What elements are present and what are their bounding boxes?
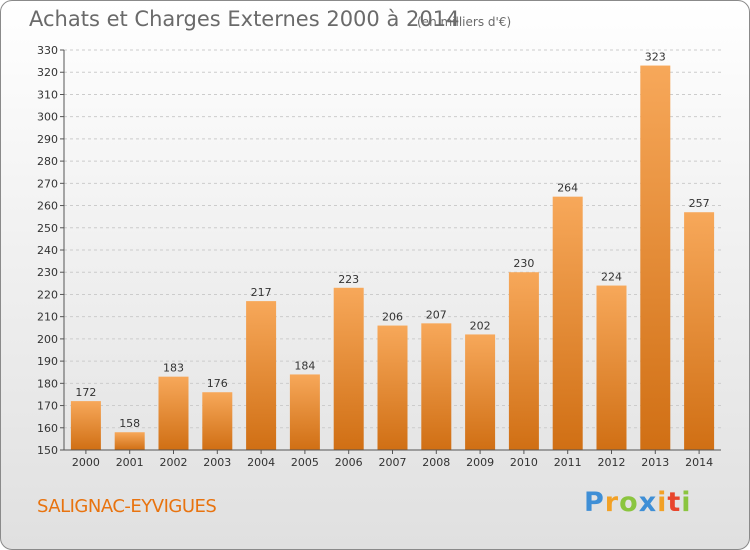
bar-2011 bbox=[552, 196, 583, 450]
x-tick-label: 2014 bbox=[685, 456, 713, 469]
bar-2007 bbox=[377, 325, 408, 450]
x-tick-label: 2000 bbox=[72, 456, 100, 469]
x-tick-label: 2005 bbox=[291, 456, 319, 469]
bar-2004 bbox=[246, 301, 277, 450]
x-tick-label: 2013 bbox=[641, 456, 669, 469]
bar-2009 bbox=[465, 334, 496, 450]
y-tick-label: 150 bbox=[37, 444, 58, 457]
bar-2010 bbox=[508, 272, 539, 450]
data-label-2000: 172 bbox=[75, 386, 96, 399]
x-axis-ticks: 2000 2001 2002 2003 2004 2005 2006 2007 2008 2009… bbox=[72, 450, 713, 469]
data-label-2012: 224 bbox=[601, 271, 622, 284]
x-tick-label: 2011 bbox=[554, 456, 582, 469]
x-tick-label: 2012 bbox=[598, 456, 626, 469]
proxiti-logo: Proxiti bbox=[584, 487, 692, 518]
data-label-2002: 183 bbox=[163, 362, 184, 375]
y-tick-label: 170 bbox=[37, 400, 58, 413]
y-tick-label: 310 bbox=[37, 88, 58, 101]
x-tick-label: 2004 bbox=[247, 456, 275, 469]
bar-2001 bbox=[114, 432, 145, 450]
data-label-2011: 264 bbox=[557, 182, 578, 195]
y-tick-label: 330 bbox=[37, 44, 58, 57]
y-tick-label: 260 bbox=[37, 200, 58, 213]
bar-2008 bbox=[421, 323, 452, 450]
x-tick-label: 2009 bbox=[466, 456, 494, 469]
commune-name: SALIGNAC-EYVIGUES bbox=[37, 496, 217, 517]
bar-2003 bbox=[202, 392, 233, 450]
data-label-2010: 230 bbox=[513, 257, 534, 270]
x-tick-label: 2003 bbox=[203, 456, 231, 469]
data-label-2014: 257 bbox=[689, 197, 710, 210]
chart-subtitle: (en milliers d'€) bbox=[417, 15, 512, 29]
data-label-2001: 158 bbox=[119, 417, 140, 430]
data-label-2008: 207 bbox=[426, 308, 447, 321]
y-tick-label: 320 bbox=[37, 66, 58, 79]
data-label-2004: 217 bbox=[251, 286, 272, 299]
bar-2000 bbox=[70, 401, 101, 450]
bar-2002 bbox=[158, 376, 189, 450]
bar-2012 bbox=[596, 285, 627, 450]
x-tick-label: 2002 bbox=[160, 456, 188, 469]
y-tick-label: 200 bbox=[37, 333, 58, 346]
data-label-2005: 184 bbox=[294, 359, 315, 372]
y-tick-label: 280 bbox=[37, 155, 58, 168]
bars: 172 158 183 176 217 184 223 206 207 202 230 264 224 3… bbox=[70, 51, 715, 451]
y-tick-label: 210 bbox=[37, 311, 58, 324]
bar-2006 bbox=[333, 287, 364, 450]
data-label-2013: 323 bbox=[645, 51, 666, 64]
bar-2005 bbox=[289, 374, 320, 450]
data-label-2006: 223 bbox=[338, 273, 359, 286]
x-tick-label: 2008 bbox=[422, 456, 450, 469]
y-tick-label: 220 bbox=[37, 288, 58, 301]
data-label-2009: 202 bbox=[470, 319, 491, 332]
y-tick-label: 190 bbox=[37, 355, 58, 368]
x-tick-label: 2006 bbox=[335, 456, 363, 469]
data-label-2003: 176 bbox=[207, 377, 228, 390]
y-tick-label: 300 bbox=[37, 111, 58, 124]
axes bbox=[63, 50, 721, 451]
chart-title: Achats et Charges Externes 2000 à 2014 bbox=[29, 7, 460, 31]
y-tick-label: 250 bbox=[37, 222, 58, 235]
data-label-2007: 206 bbox=[382, 311, 403, 324]
y-tick-label: 240 bbox=[37, 244, 58, 257]
y-axis-ticks: 150 160 170 180 190 200 210 220 230 240 250 260 270 2… bbox=[37, 44, 64, 457]
y-tick-label: 180 bbox=[37, 377, 58, 390]
bar-2013 bbox=[640, 65, 671, 451]
y-tick-label: 270 bbox=[37, 177, 58, 190]
bar-2014 bbox=[684, 212, 715, 450]
y-tick-label: 290 bbox=[37, 133, 58, 146]
y-tick-label: 230 bbox=[37, 266, 58, 279]
x-tick-label: 2010 bbox=[510, 456, 538, 469]
y-tick-label: 160 bbox=[37, 422, 58, 435]
x-tick-label: 2001 bbox=[116, 456, 144, 469]
x-tick-label: 2007 bbox=[379, 456, 407, 469]
